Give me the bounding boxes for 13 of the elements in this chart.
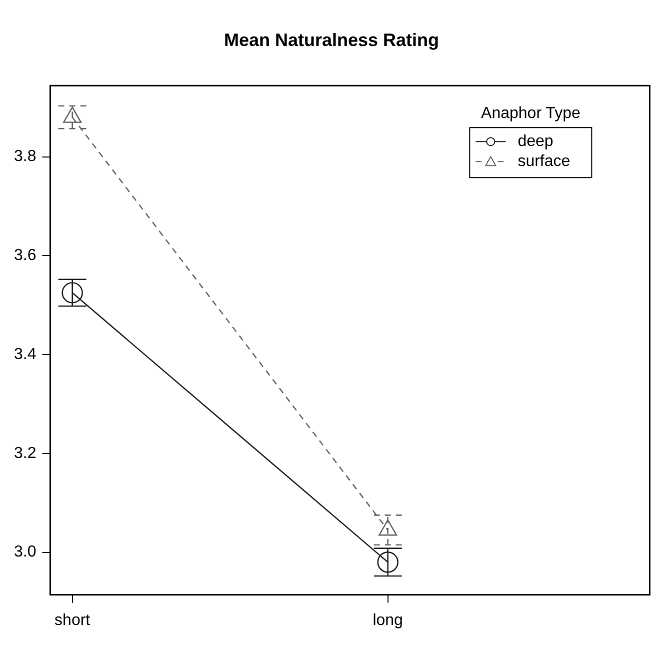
y-tick-label: 3.8 bbox=[14, 148, 36, 166]
legend-label: deep bbox=[518, 133, 554, 150]
x-tick-label: long bbox=[372, 612, 403, 629]
y-tick-label: 3.6 bbox=[14, 247, 36, 264]
y-tick-label: 3.4 bbox=[14, 346, 36, 363]
y-tick-label: 3.2 bbox=[14, 444, 36, 462]
point bbox=[377, 552, 398, 573]
point bbox=[62, 282, 83, 304]
chart-title: Mean Naturalness Rating bbox=[224, 30, 440, 50]
y-tick-label: 3.0 bbox=[14, 544, 36, 561]
legend-title: Anaphor Type bbox=[481, 105, 580, 122]
legend-label: surface bbox=[518, 153, 570, 170]
x-tick-label: short bbox=[54, 612, 91, 629]
